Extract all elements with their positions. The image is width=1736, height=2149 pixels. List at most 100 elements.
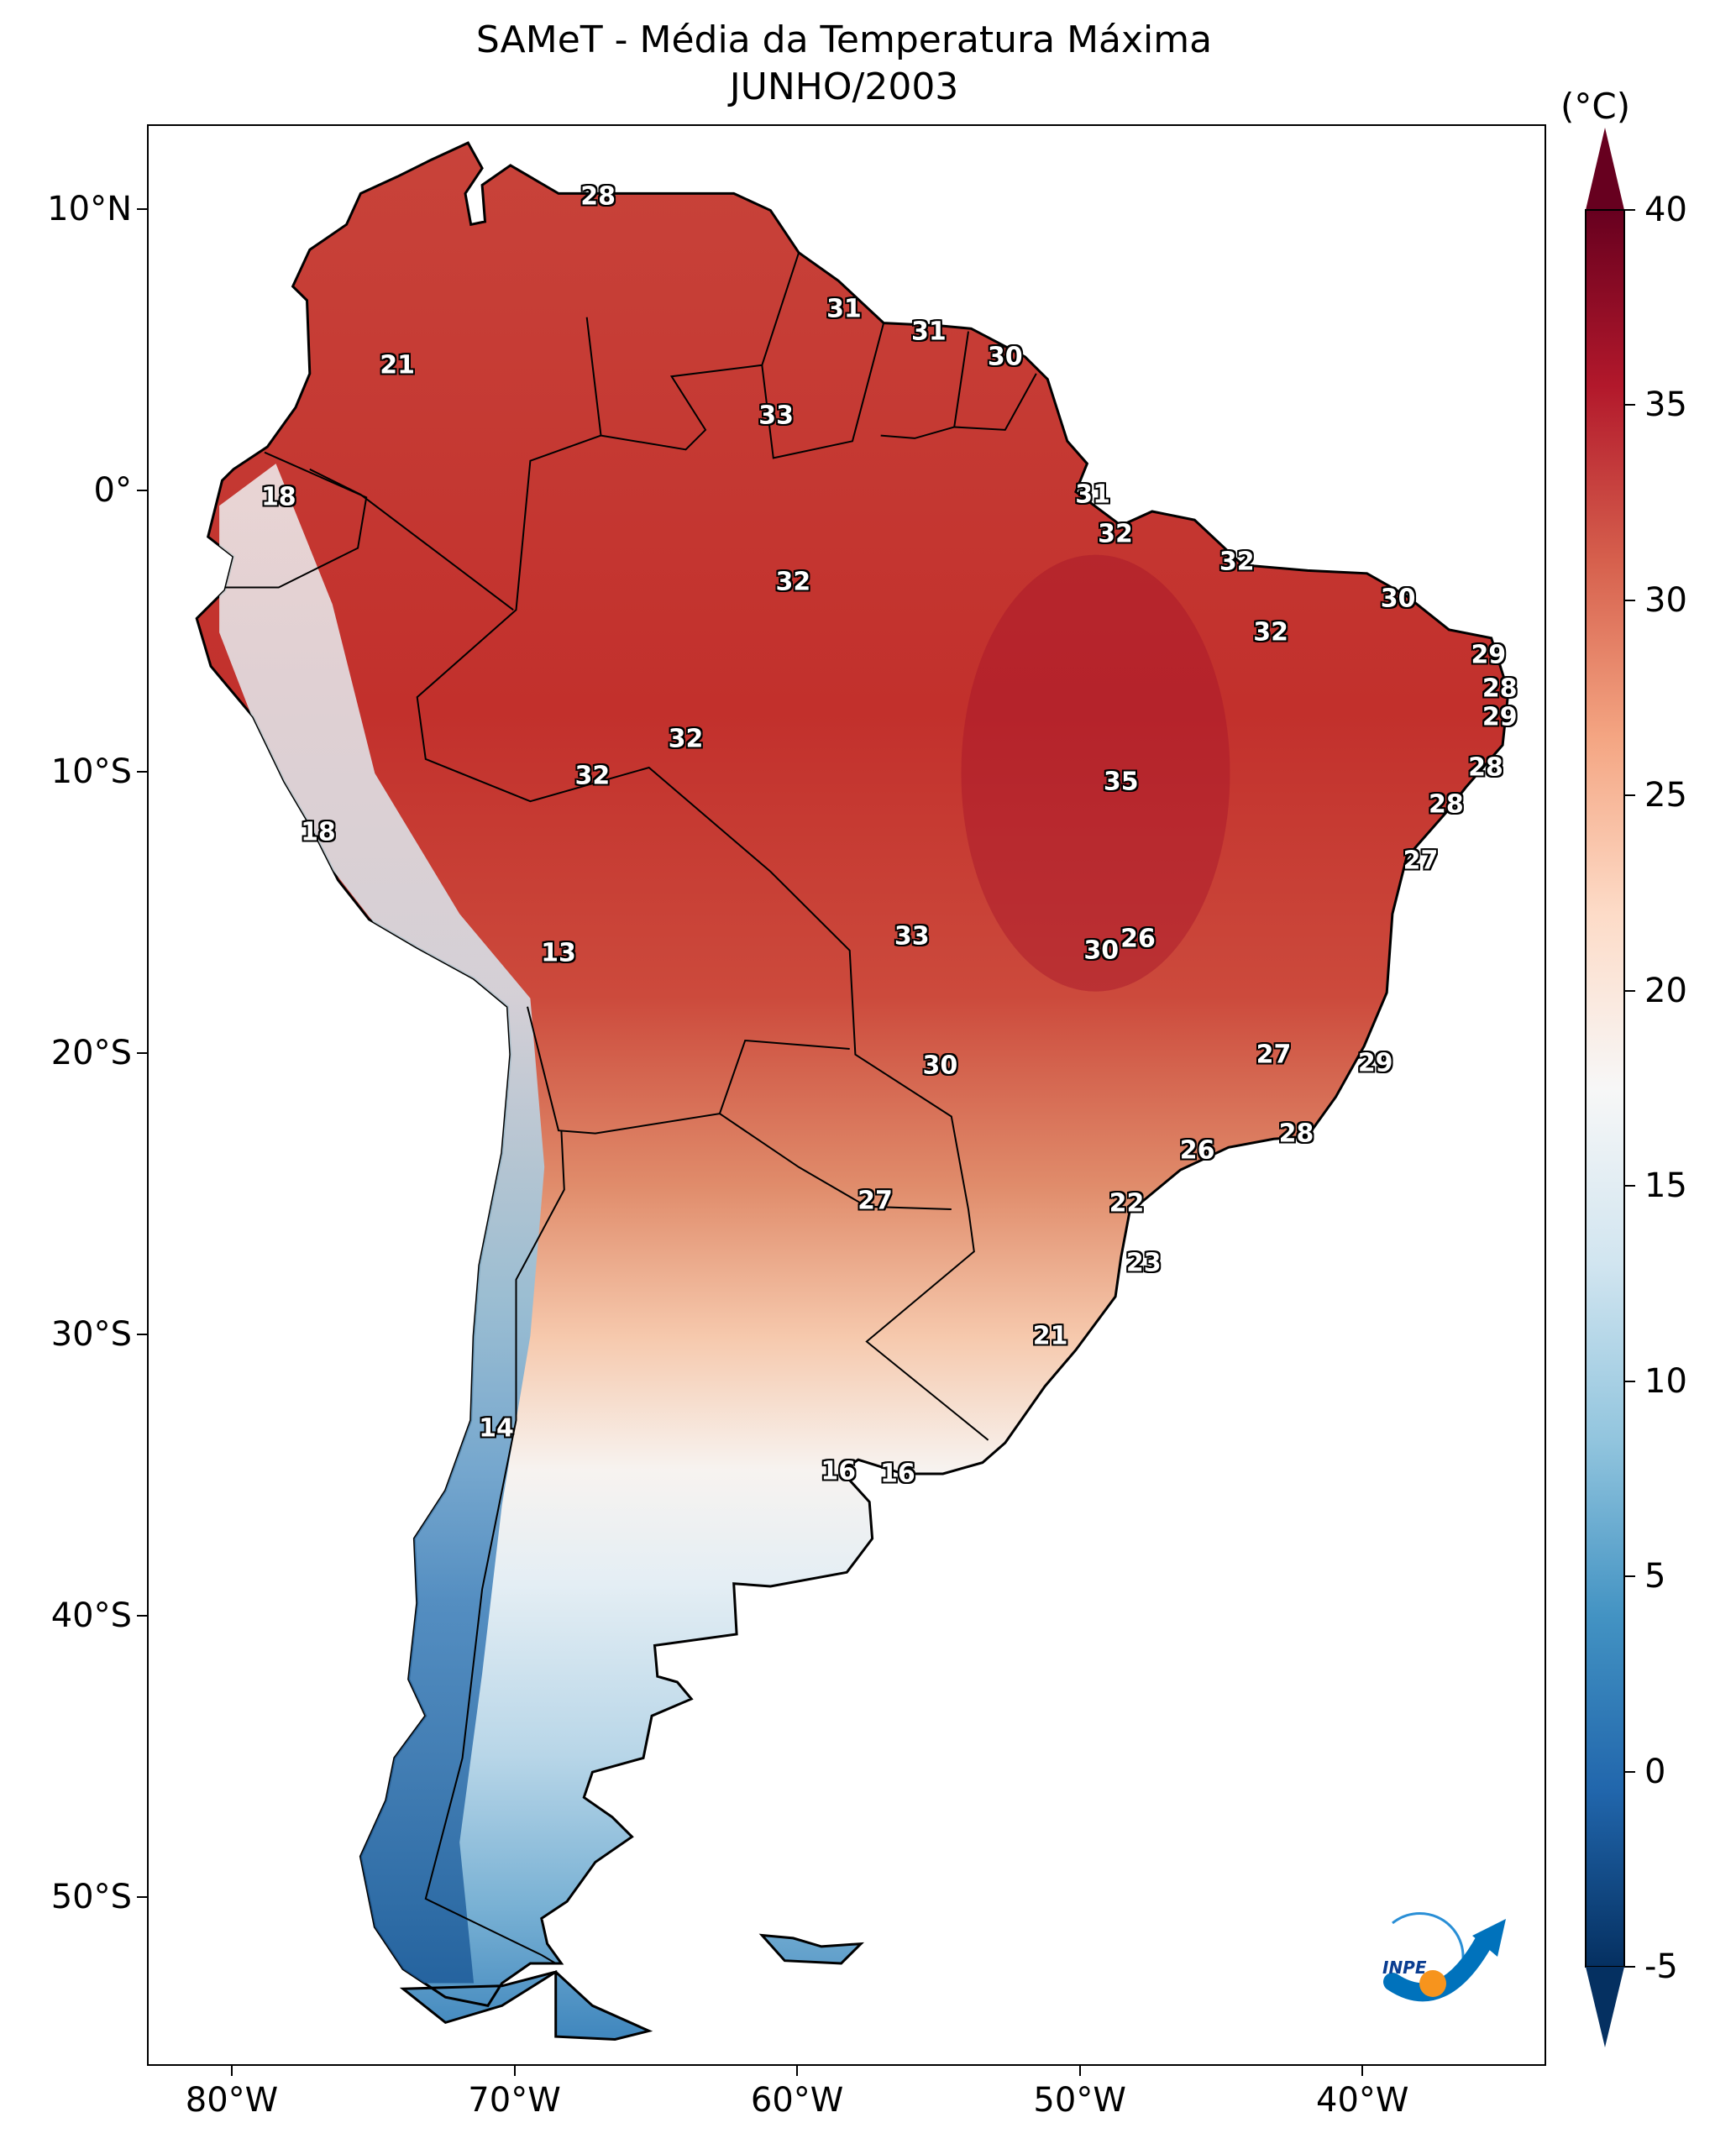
contour-label: 30 <box>987 342 1023 372</box>
map-title: SAMeT - Média da Temperatura Máxima <box>475 18 1213 61</box>
colorbar-tick <box>1625 599 1635 601</box>
latitude-tick <box>137 207 147 210</box>
country-border <box>954 373 1037 431</box>
contour-label: 26 <box>1120 924 1156 954</box>
longitude-label: 50°W <box>1033 2081 1126 2120</box>
map-area: 28 21 31 31 30 33 18 31 32 32 32 30 32 29 28 29 32 32 35 28… <box>147 124 1546 2066</box>
logo-dot <box>1419 1970 1446 1997</box>
logo-text: INPE <box>1382 1958 1427 1978</box>
colorbar-unit-label: (°C) <box>1560 86 1631 127</box>
latitude-label: 50°S <box>50 1877 132 1916</box>
colorbar-tick <box>1625 1770 1635 1773</box>
contour-label: 29 <box>1482 702 1518 732</box>
contour-label: 30 <box>922 1051 958 1081</box>
colorbar-tick-label: 20 <box>1644 971 1687 1010</box>
longitude-tick <box>796 2066 799 2076</box>
colorbar-body <box>1585 209 1625 1968</box>
colorbar-tick-label: 15 <box>1644 1166 1687 1206</box>
contour-label: 26 <box>1179 1135 1215 1166</box>
colorbar-tick <box>1625 1380 1635 1382</box>
inpe-logo: INPE <box>1382 1911 1506 2002</box>
contour-label: 33 <box>758 401 795 431</box>
continent-landmass <box>195 141 1510 2042</box>
contour-label: 28 <box>580 181 616 212</box>
hot-spot-tocantins <box>961 554 1230 992</box>
contour-label: 28 <box>1468 752 1503 783</box>
latitude-tick <box>137 489 147 491</box>
country-border <box>424 1130 565 1964</box>
temperature-field <box>195 141 1510 2042</box>
latitude-tick <box>137 1333 147 1335</box>
latitude-tick <box>137 1895 147 1898</box>
contour-label: 18 <box>260 482 296 512</box>
logo-arrowhead <box>1472 1919 1506 1957</box>
colorbar-tick-label: 25 <box>1644 776 1687 815</box>
longitude-tick <box>1361 2066 1364 2076</box>
longitude-tick <box>230 2066 233 2076</box>
colorbar-tick <box>1625 209 1635 211</box>
latitude-label: 10°S <box>50 752 132 791</box>
colorbar-top-arrow <box>1586 128 1624 210</box>
contour-label: 31 <box>1075 480 1110 510</box>
country-border <box>527 1006 850 1135</box>
contour-label: 32 <box>1253 617 1289 647</box>
country-border <box>416 317 989 1441</box>
latitude-label: 0° <box>93 470 132 510</box>
contour-label: 30 <box>1380 584 1416 614</box>
contour-label: 29 <box>1471 640 1507 670</box>
colorbar-tick-label: -5 <box>1644 1947 1678 1986</box>
colorbar-tick-label: 10 <box>1644 1361 1687 1401</box>
contour-label: 23 <box>1125 1248 1162 1278</box>
contour-label: 21 <box>380 350 416 380</box>
latitude-tick <box>137 1051 147 1054</box>
colorbar-tick-label: 40 <box>1644 191 1687 229</box>
colorbar-tick-label: 5 <box>1644 1557 1666 1596</box>
map-subtitle: JUNHO/2003 <box>729 66 959 108</box>
colorbar-tick <box>1625 989 1635 992</box>
colorbar-tick-label: 0 <box>1644 1752 1666 1791</box>
colorbar <box>1585 128 1625 2047</box>
contour-label: 32 <box>775 567 811 597</box>
colorbar-tick <box>1625 1966 1635 1968</box>
contour-label: 28 <box>1482 674 1518 704</box>
contour-label: 16 <box>821 1456 857 1486</box>
andes-cold-band <box>219 464 545 1984</box>
colorbar-tick-label: 35 <box>1644 385 1687 425</box>
country-border <box>719 1113 952 1210</box>
contour-label: 32 <box>1219 547 1255 577</box>
colorbar-tick <box>1625 794 1635 797</box>
contour-label: 21 <box>1032 1321 1068 1351</box>
country-border <box>309 468 514 611</box>
contour-label: 28 <box>1278 1119 1314 1149</box>
colorbar-bottom-arrow <box>1586 1967 1624 2047</box>
latitude-label: 30°S <box>50 1314 132 1354</box>
longitude-label: 80°W <box>185 2081 279 2120</box>
contour-label: 27 <box>1403 846 1439 876</box>
contour-label: 27 <box>1256 1040 1292 1070</box>
contour-label: 29 <box>1357 1048 1393 1078</box>
contour-label: 16 <box>880 1459 915 1489</box>
colorbar-tick-label: 30 <box>1644 580 1687 620</box>
longitude-label: 70°W <box>468 2081 561 2120</box>
country-border <box>880 331 969 439</box>
latitude-tick <box>137 1614 147 1617</box>
colorbar-tick <box>1625 1575 1635 1578</box>
contour-label: 30 <box>1083 936 1120 966</box>
colorbar-tick <box>1625 1185 1635 1187</box>
contour-label: 33 <box>894 921 930 951</box>
contour-label: 14 <box>479 1413 514 1444</box>
country-border <box>761 322 885 459</box>
latitude-label: 20°S <box>50 1033 132 1072</box>
contour-label: 13 <box>541 938 576 968</box>
longitude-label: 40°W <box>1315 2081 1409 2120</box>
country-border <box>224 451 368 589</box>
colorbar-tick <box>1625 404 1635 406</box>
contour-label: 27 <box>858 1186 893 1216</box>
contour-label: 35 <box>1103 767 1139 797</box>
contour-label: 32 <box>668 724 704 754</box>
longitude-label: 60°W <box>750 2081 844 2120</box>
longitude-tick <box>1078 2066 1081 2076</box>
latitude-label: 10°N <box>47 189 132 228</box>
contour-label: 31 <box>826 294 862 324</box>
latitude-label: 40°S <box>50 1596 132 1635</box>
